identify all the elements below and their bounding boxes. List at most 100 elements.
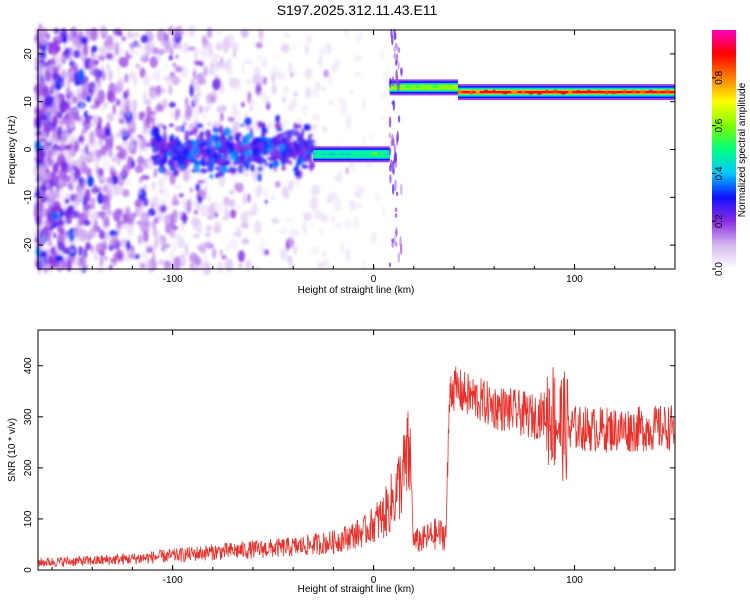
colorbar-tick-label: 0.4 <box>714 166 725 180</box>
cluster-blob <box>235 132 242 139</box>
cluster-blob <box>221 147 229 154</box>
noise-blob <box>64 48 70 59</box>
noise-blob <box>227 116 235 123</box>
cluster-blob <box>233 159 241 164</box>
noise-blob <box>46 244 50 256</box>
noise-blob <box>73 96 77 104</box>
noise-blob <box>172 209 178 218</box>
noise-blob <box>240 29 249 38</box>
y-tick-label: -10 <box>23 190 34 205</box>
cluster-blob <box>244 117 252 126</box>
noise-blob <box>56 153 66 167</box>
noise-blob <box>112 210 122 222</box>
noise-blob <box>142 198 149 207</box>
noise-blob <box>311 184 320 196</box>
noise-blob <box>189 187 194 193</box>
noise-blob <box>173 184 183 190</box>
smear-blob <box>391 76 395 87</box>
noise-blob <box>106 41 115 51</box>
cluster-blob <box>196 123 204 129</box>
noise-blob <box>93 137 98 151</box>
cluster-blob <box>273 152 281 160</box>
noise-blob <box>214 212 218 218</box>
smear-blob <box>391 238 394 243</box>
noise-blob <box>200 45 207 59</box>
noise-blob <box>53 232 57 239</box>
noise-blob <box>141 46 147 58</box>
cluster-blob <box>257 120 263 129</box>
noise-blob <box>274 180 281 188</box>
noise-blob <box>271 83 277 95</box>
cluster-blob <box>199 168 208 174</box>
noise-blob <box>65 211 73 225</box>
noise-blob <box>334 223 342 228</box>
noise-blob <box>100 65 105 74</box>
noise-blob <box>192 200 201 208</box>
noise-blob <box>245 259 252 271</box>
cluster-blob <box>215 166 221 171</box>
smear-blob <box>388 262 392 268</box>
noise-blob <box>218 173 226 187</box>
cluster-blob <box>201 152 206 159</box>
noise-blob <box>143 221 151 226</box>
noise-blob <box>92 217 96 222</box>
cluster-blob <box>289 129 295 137</box>
cluster-blob <box>278 143 286 151</box>
noise-blob <box>285 218 293 223</box>
noise-blob <box>230 209 237 219</box>
ridge-peak <box>405 85 412 89</box>
smear-blob <box>397 61 400 70</box>
noise-blob <box>151 115 156 127</box>
colorbar-tick-label: 0.0 <box>714 262 725 276</box>
ridge-peak <box>510 89 518 94</box>
noise-blob <box>149 56 158 68</box>
cluster-blob <box>206 140 213 148</box>
noise-blob <box>182 198 186 209</box>
smear-blob <box>398 81 401 86</box>
noise-blob <box>112 104 116 115</box>
noise-blob <box>344 26 349 37</box>
smear-blob <box>389 77 392 88</box>
noise-blob <box>119 148 127 160</box>
smear-blob <box>393 52 396 60</box>
smear-blob <box>393 144 397 155</box>
cluster-blob <box>240 154 245 161</box>
noise-blob <box>321 86 325 91</box>
cluster-blob <box>298 157 303 166</box>
ridge-peak <box>492 89 496 93</box>
ridge-peak <box>379 152 384 156</box>
noise-blob <box>261 93 270 106</box>
noise-blob <box>187 46 196 51</box>
cluster-blob <box>309 162 314 172</box>
noise-blob <box>102 219 109 229</box>
noise-blob <box>353 55 363 62</box>
ridge-peak <box>353 152 360 156</box>
noise-blob <box>221 255 227 260</box>
noise-blob <box>255 266 260 271</box>
noise-blob <box>90 197 96 205</box>
noise-blob <box>69 49 74 63</box>
noise-blob <box>285 240 290 251</box>
noise-blob <box>184 97 189 108</box>
noise-blob <box>337 98 347 103</box>
noise-blob <box>201 35 208 45</box>
noise-blob <box>174 109 179 122</box>
noise-blob <box>381 207 386 218</box>
snr-y-label: SNR (10 * v/v) <box>7 418 18 482</box>
noise-blob <box>45 190 55 199</box>
noise-blob <box>159 186 168 197</box>
noise-blob <box>134 165 144 174</box>
noise-blob <box>209 95 217 104</box>
noise-blob <box>66 205 71 214</box>
noise-blob <box>209 63 215 76</box>
noise-blob <box>105 203 109 211</box>
cluster-blob <box>171 147 178 152</box>
noise-blob <box>193 96 200 107</box>
noise-blob <box>71 37 80 50</box>
noise-blob <box>133 72 138 87</box>
noise-blob <box>193 81 201 92</box>
noise-blob <box>98 133 105 141</box>
noise-blob <box>51 245 57 256</box>
cluster-blob <box>162 154 168 163</box>
noise-blob <box>56 260 64 272</box>
